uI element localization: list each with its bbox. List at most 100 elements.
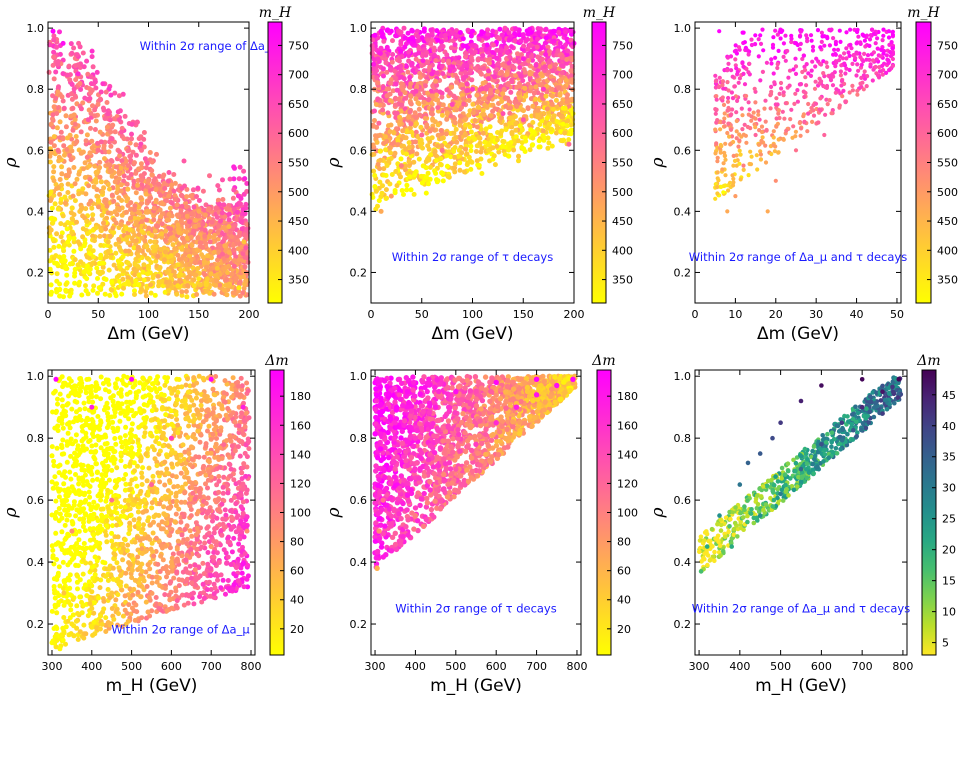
scatter-point (388, 81, 393, 86)
scatter-point (568, 108, 573, 113)
scatter-point (88, 244, 93, 249)
scatter-point (129, 132, 134, 137)
scatter-point (436, 122, 441, 127)
scatter-point (533, 97, 538, 102)
scatter-point (99, 179, 104, 184)
scatter-point (867, 44, 871, 48)
scatter-point (457, 160, 462, 165)
scatter-point (447, 90, 452, 95)
scatter-point (103, 116, 108, 121)
scatter-point (507, 54, 512, 59)
scatter-point (481, 108, 486, 113)
scatter-point (117, 208, 122, 213)
scatter-point (434, 97, 439, 102)
scatter-point (473, 49, 478, 54)
scatter-point (85, 132, 90, 137)
scatter-point (726, 96, 730, 100)
scatter-point (769, 106, 773, 110)
scatter-point (231, 164, 236, 169)
scatter-point (746, 125, 750, 129)
scatter-point (723, 158, 727, 162)
scatter-point (80, 234, 85, 239)
scatter-point (838, 40, 842, 44)
scatter-point (237, 233, 242, 238)
scatter-point (184, 289, 189, 294)
scatter-point (378, 158, 383, 163)
scatter-point (150, 160, 155, 165)
scatter-point (409, 130, 414, 135)
scatter-point (51, 164, 56, 169)
scatter-point (764, 120, 768, 124)
scatter-point (77, 280, 82, 285)
scatter-point (97, 165, 102, 170)
scatter-point (397, 97, 402, 102)
scatter-point (108, 169, 113, 174)
scatter-point (408, 81, 413, 86)
scatter-point (91, 64, 96, 69)
scatter-point (95, 70, 100, 75)
scatter-point (769, 57, 773, 61)
scatter-point (374, 189, 379, 194)
scatter-point (144, 293, 149, 298)
scatter-point (153, 229, 158, 234)
scatter-point (823, 113, 827, 117)
scatter-point (432, 46, 437, 51)
scatter-point (488, 133, 493, 138)
scatter-point (119, 130, 124, 135)
scatter-point (461, 36, 466, 41)
scatter-point (186, 275, 191, 280)
scatter-point (769, 152, 773, 156)
scatter-point (71, 46, 76, 51)
data-point (242, 239, 247, 244)
data-point (166, 194, 171, 199)
scatter-point (62, 106, 67, 111)
scatter-point (413, 139, 418, 144)
colorbar-tick-label: 400 (612, 244, 633, 257)
scatter-point (372, 109, 377, 114)
scatter-point (96, 198, 101, 203)
scatter-point (164, 198, 169, 203)
scatter-point (563, 106, 568, 111)
scatter-point (185, 248, 190, 253)
scatter-point (175, 202, 180, 207)
scatter-point (66, 173, 71, 178)
scatter-point (423, 83, 428, 88)
x-tick-label: 50 (91, 308, 105, 321)
scatter-point (821, 71, 825, 75)
scatter-point (871, 58, 875, 62)
scatter-point (463, 51, 468, 56)
scatter-point (559, 138, 564, 143)
scatter-point (76, 172, 81, 177)
scatter-point (400, 128, 405, 133)
scatter-point (109, 288, 114, 293)
scatter-point (145, 286, 150, 291)
scatter-point (85, 97, 90, 102)
annotation: Within 2σ range of τ decays (392, 250, 553, 264)
scatter-point (236, 193, 241, 198)
scatter-point (385, 45, 390, 50)
scatter-point (177, 213, 182, 218)
scatter-point (401, 192, 406, 197)
scatter-point (727, 135, 731, 139)
scatter-point (201, 271, 206, 276)
scatter-point (402, 26, 407, 31)
scatter-point (773, 29, 777, 33)
scatter-point (59, 130, 64, 135)
scatter-point (393, 151, 398, 156)
scatter-point (831, 83, 835, 87)
scatter-point (425, 91, 430, 96)
scatter-point (498, 131, 503, 136)
scatter-point (435, 179, 440, 184)
scatter-point (126, 148, 131, 153)
scatter-point (48, 292, 53, 297)
scatter-point (538, 71, 543, 76)
data-point (521, 117, 526, 122)
colorbar-tick-label: 600 (288, 127, 309, 140)
scatter-point (182, 159, 187, 164)
scatter-point (214, 278, 219, 283)
scatter-point (397, 115, 402, 120)
scatter-point (100, 282, 105, 287)
scatter-point (535, 127, 540, 132)
data-point (490, 50, 495, 55)
